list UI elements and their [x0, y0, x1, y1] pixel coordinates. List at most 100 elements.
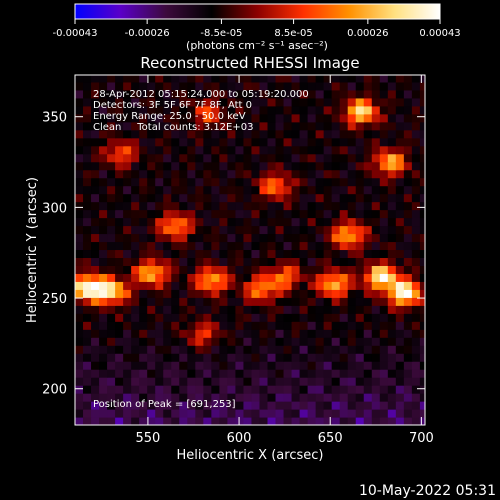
heatmap-cell — [403, 305, 413, 314]
heatmap-cell — [291, 105, 301, 115]
heatmap-cell — [131, 273, 140, 282]
heatmap-cell — [299, 241, 309, 251]
heatmap-cell — [395, 121, 405, 131]
heatmap-cell — [371, 145, 381, 155]
heatmap-cell — [203, 289, 212, 298]
heatmap-cell — [131, 169, 140, 179]
heatmap-cell — [379, 321, 389, 330]
heatmap-cell — [139, 401, 148, 410]
heatmap-cell — [155, 217, 164, 227]
heatmap-cell — [75, 113, 84, 123]
heatmap-cell — [379, 217, 389, 227]
heatmap-cell — [187, 137, 196, 147]
heatmap-cell — [123, 417, 132, 425]
heatmap-cell — [123, 337, 132, 346]
heatmap-cell — [139, 361, 148, 370]
heatmap-cell — [259, 385, 269, 394]
heatmap-cell — [347, 361, 357, 370]
heatmap-cell — [307, 305, 317, 314]
x-tick-label: 550 — [136, 431, 161, 446]
heatmap-cell — [403, 385, 413, 394]
heatmap-cell — [387, 137, 397, 147]
heatmap-cell — [83, 185, 92, 195]
heatmap-cell — [347, 305, 357, 314]
heatmap-cell — [259, 393, 269, 402]
heatmap-cell — [403, 137, 413, 147]
heatmap-cell — [267, 81, 277, 91]
heatmap-cell — [211, 241, 220, 251]
heatmap-cell — [315, 185, 325, 195]
heatmap-cell — [179, 177, 188, 187]
heatmap-cell — [219, 233, 228, 243]
heatmap-cell — [83, 289, 92, 298]
heatmap-cell — [187, 121, 196, 131]
heatmap-cell — [403, 281, 413, 290]
heatmap-cell — [419, 145, 425, 155]
heatmap-cell — [203, 345, 212, 354]
heatmap-cell — [123, 249, 132, 259]
heatmap-cell — [315, 361, 325, 370]
heatmap-cell — [331, 113, 341, 123]
heatmap-cell — [243, 105, 252, 115]
heatmap-cell — [155, 385, 164, 394]
heatmap-cell — [419, 249, 425, 259]
heatmap-cell — [291, 177, 301, 187]
heatmap-cell — [131, 75, 140, 83]
heatmap-cell — [411, 273, 421, 282]
heatmap-cell — [411, 257, 421, 266]
heatmap-cell — [227, 337, 236, 346]
heatmap-cell — [235, 289, 244, 298]
heatmap-cell — [419, 369, 425, 378]
heatmap-cell — [259, 225, 269, 235]
heatmap-cell — [315, 137, 325, 147]
heatmap-cell — [227, 313, 236, 322]
heatmap-cell — [387, 217, 397, 227]
heatmap-cell — [339, 249, 349, 259]
heatmap-cell — [283, 169, 293, 179]
heatmap-cell — [419, 329, 425, 338]
heatmap-cell — [331, 177, 341, 187]
heatmap-cell — [131, 137, 140, 147]
heatmap-cell — [395, 417, 405, 425]
heatmap-cell — [307, 281, 317, 290]
heatmap-cell — [91, 329, 100, 338]
heatmap-cell — [187, 385, 196, 394]
heatmap-cell — [387, 273, 397, 282]
heatmap-cell — [211, 409, 220, 418]
heatmap-cell — [387, 233, 397, 243]
heatmap-cell — [227, 201, 236, 211]
heatmap-cell — [387, 377, 397, 386]
heatmap-cell — [411, 297, 421, 306]
heatmap-cell — [419, 209, 425, 219]
heatmap-cell — [227, 161, 236, 171]
heatmap-cell — [331, 121, 341, 131]
heatmap-cell — [131, 177, 140, 187]
heatmap-cell — [99, 329, 108, 338]
heatmap-cell — [131, 81, 140, 91]
heatmap-cell — [131, 193, 140, 203]
heatmap-cell — [323, 377, 333, 386]
heatmap-cell — [275, 169, 285, 179]
heatmap-cell — [147, 417, 156, 425]
heatmap-cell — [155, 161, 164, 171]
heatmap-cell — [267, 257, 277, 266]
heatmap-cell — [139, 161, 148, 171]
heatmap-cell — [387, 369, 397, 378]
heatmap-cell — [235, 265, 244, 274]
heatmap-cell — [91, 97, 100, 107]
heatmap-cell — [347, 345, 357, 354]
heatmap-cell — [331, 393, 341, 402]
heatmap-cell — [91, 409, 100, 418]
heatmap-cell — [115, 217, 124, 227]
heatmap-cell — [283, 329, 293, 338]
heatmap-cell — [315, 337, 325, 346]
heatmap-cell — [411, 177, 421, 187]
heatmap-cell — [139, 209, 148, 219]
heatmap-cell — [83, 369, 92, 378]
heatmap-cell — [123, 393, 132, 402]
heatmap-cell — [235, 177, 244, 187]
heatmap-cell — [155, 185, 164, 195]
heatmap-cell — [411, 321, 421, 330]
heatmap-cell — [195, 241, 204, 251]
heatmap-cell — [315, 249, 325, 259]
